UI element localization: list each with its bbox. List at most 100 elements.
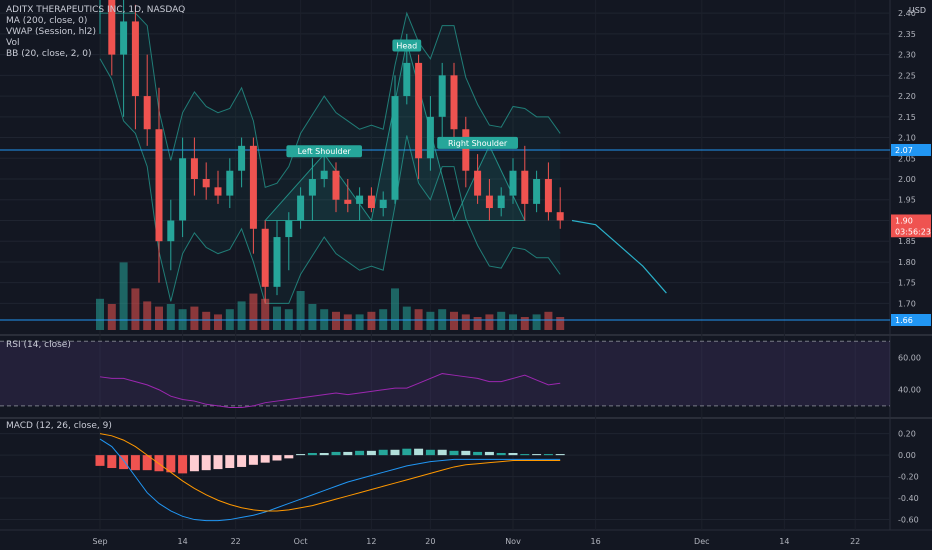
volume-bar [214,314,222,330]
pattern-annotation-label: Right Shoulder [448,139,508,148]
vol-legend: Vol [6,38,20,48]
candle-body [238,145,246,171]
volume-bar [473,317,482,330]
candle-body [356,195,364,204]
candle-body [155,129,163,242]
candle-body [344,199,352,204]
price-tick-label: 2.40 [898,9,916,18]
volume-bar [532,314,541,330]
volume-bar [237,301,246,330]
macd-histogram-bar [520,454,530,456]
rsi-tick-label: 40.00 [898,386,921,395]
price-axis-label-box [891,314,931,326]
macd-histogram-bar [237,455,247,467]
candle-body [438,75,446,117]
time-tick-label: 22 [231,537,241,546]
price-axis-label: 03:56:23 [895,227,931,236]
volume-bar [426,311,435,330]
volume-bar [509,314,517,330]
candle-body [415,62,423,159]
price-tick-label: 2.15 [898,113,916,122]
candle-body [273,237,281,287]
candle-body [332,170,340,200]
volume-bar [497,311,506,330]
volume-bar [544,311,553,330]
bollinger-lower-line [99,58,561,304]
time-tick-label: Dec [694,537,709,546]
candle-body [202,179,210,188]
macd-histogram-bar [178,455,188,474]
candle-body [320,170,328,180]
macd-histogram-bar [201,455,211,471]
price-axis-label-box [891,225,931,238]
price-tick-label: 2.20 [898,92,916,101]
macd-histogram-bar [402,448,412,456]
candle-body [249,145,257,229]
price-axis-label-box [891,143,931,156]
macd-histogram-bar [378,449,388,456]
candle-body [521,170,529,204]
price-tick-label: 1.70 [898,299,916,308]
volume-bar [296,291,305,330]
macd-histogram-bar [532,454,542,456]
volume-bar [202,311,211,330]
macd-histogram-bar [508,452,518,456]
volume-bar [131,288,140,330]
volume-bar [166,304,175,330]
macd-histogram-bar [260,455,270,463]
price-axis-label-box [891,214,931,227]
price-tick-label: 2.00 [898,175,916,184]
macd-histogram-bar [166,455,176,473]
candle-body [509,170,517,196]
vwap-legend: VWAP (Session, hl2) [6,27,97,37]
macd-line [99,438,561,522]
macd-histogram-bar [366,450,376,456]
macd-histogram-bar [414,448,424,456]
ma-legend: MA (200, close, 0) [6,16,88,26]
candle-body [108,0,116,55]
macd-tick-label: -0.20 [898,473,919,482]
macd-tick-label: 0.20 [898,430,916,439]
macd-histogram-bar [213,455,223,470]
macd-tick-label: -0.60 [898,516,919,525]
macd-histogram-bar [555,454,565,456]
macd-histogram-bar [130,455,140,471]
time-tick-label: 14 [779,537,789,546]
pattern-annotation-box [286,145,362,158]
price-tick-label: 2.30 [898,51,916,60]
candle-body [367,195,375,209]
macd-histogram-bar [95,455,105,466]
candle-body [297,195,305,221]
candle-body [131,21,139,97]
time-tick-label: 20 [425,537,435,546]
price-tick-label: 2.25 [898,71,916,80]
price-tick-label: 1.75 [898,279,916,288]
chart-title: ADITX THERAPEUTICS INC, 1D, NASDAQ [6,5,186,15]
volume-bar [155,306,163,330]
pattern-annotation-box [437,136,518,149]
macd-histogram-bar [496,452,506,456]
time-tick-label: Nov [505,537,521,546]
candle-body [379,199,387,209]
macd-histogram-bar [437,449,447,456]
candle-body [485,195,493,209]
volume-bar [461,314,470,330]
macd-signal-line [99,433,561,512]
candle-body [143,96,151,130]
pattern-annotation-label: Head [396,41,417,50]
volume-bar [355,314,364,330]
rsi-legend: RSI (14, close) [6,340,71,350]
volume-bar [143,301,152,330]
time-tick-label: 14 [178,537,188,546]
volume-bar [520,317,529,330]
candle-body [462,129,470,171]
price-tick-label: 1.95 [898,196,916,205]
volume-bar [190,306,199,330]
price-tick-label: 1.80 [898,258,916,267]
price-tick-label: 1.85 [898,237,916,246]
volume-bar [343,314,352,330]
macd-histogram-bar [107,455,117,469]
macd-histogram-bar [248,455,258,465]
macd-histogram-bar [461,450,471,456]
